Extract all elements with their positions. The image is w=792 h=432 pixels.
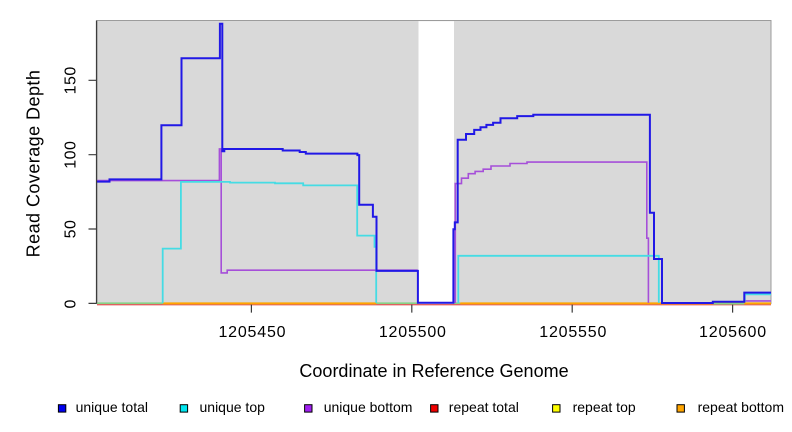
- svg-text:50: 50: [62, 220, 79, 239]
- svg-text:unique top: unique top: [200, 399, 266, 415]
- svg-text:unique bottom: unique bottom: [324, 399, 413, 415]
- svg-text:Coordinate in Reference Genome: Coordinate in Reference Genome: [299, 361, 568, 381]
- svg-text:150: 150: [62, 66, 79, 94]
- svg-text:0: 0: [62, 299, 79, 308]
- svg-text:repeat bottom: repeat bottom: [698, 399, 784, 415]
- svg-text:repeat top: repeat top: [573, 399, 636, 415]
- svg-text:1205600: 1205600: [699, 324, 767, 341]
- svg-text:1205550: 1205550: [539, 324, 607, 341]
- svg-text:Read Coverage Depth: Read Coverage Depth: [24, 70, 44, 258]
- svg-text:1205500: 1205500: [379, 324, 447, 341]
- svg-text:repeat total: repeat total: [449, 399, 519, 415]
- svg-text:unique total: unique total: [76, 399, 148, 415]
- svg-text:100: 100: [62, 141, 79, 169]
- svg-text:1205450: 1205450: [218, 324, 286, 341]
